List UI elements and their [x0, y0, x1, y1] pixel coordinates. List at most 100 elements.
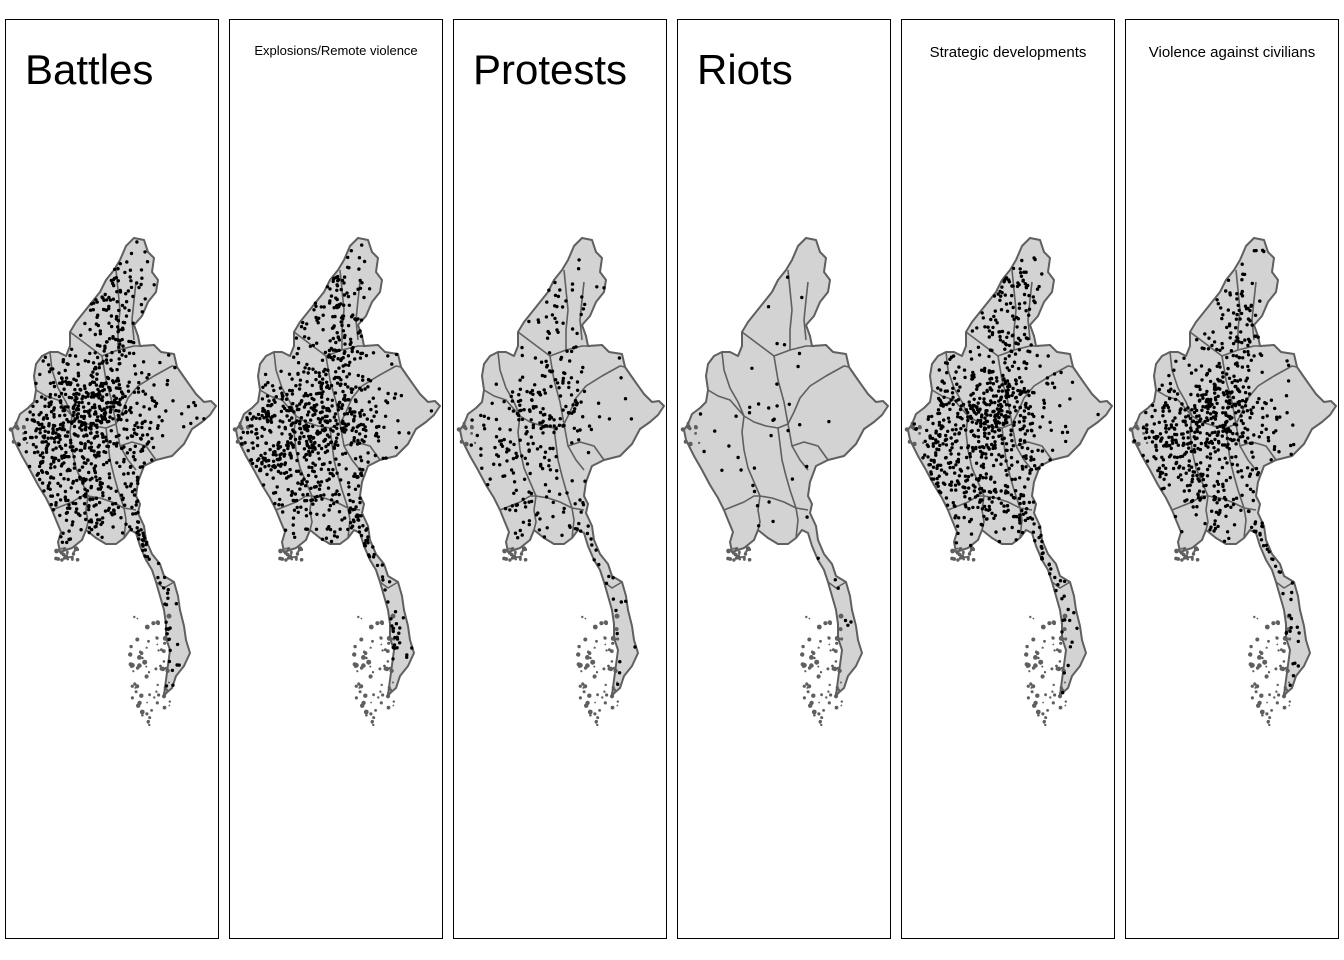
- event-point: [300, 431, 304, 435]
- event-point: [392, 396, 397, 400]
- island-speck: [1268, 693, 1271, 697]
- event-point: [279, 471, 283, 475]
- event-point: [514, 451, 518, 455]
- island-speck: [73, 549, 77, 552]
- island-speck: [147, 639, 150, 643]
- event-point: [1150, 414, 1154, 419]
- event-point: [342, 293, 347, 297]
- event-point: [940, 424, 944, 428]
- event-point: [1196, 424, 1200, 429]
- event-point: [151, 445, 156, 450]
- event-point: [1251, 490, 1255, 494]
- event-point: [1238, 317, 1242, 321]
- event-point: [385, 401, 390, 405]
- event-point: [358, 356, 363, 360]
- event-point: [346, 385, 350, 389]
- island-speck: [1037, 713, 1040, 717]
- event-point: [120, 531, 125, 535]
- island-speck: [596, 716, 600, 720]
- event-point: [127, 380, 131, 384]
- panel-title: Riots: [697, 46, 793, 93]
- event-point: [83, 359, 88, 363]
- event-point: [1042, 401, 1047, 405]
- event-point: [58, 414, 62, 418]
- event-point: [1040, 415, 1045, 419]
- event-point: [997, 415, 1001, 420]
- event-point: [352, 419, 356, 423]
- event-point: [313, 463, 317, 467]
- event-point: [321, 390, 325, 394]
- event-point: [261, 483, 266, 487]
- event-point: [525, 430, 529, 434]
- event-point: [1001, 421, 1005, 425]
- island-speck: [1183, 554, 1189, 560]
- island-speck: [817, 665, 820, 668]
- event-point: [1020, 508, 1024, 513]
- event-point: [1205, 389, 1209, 394]
- event-point: [1152, 422, 1156, 426]
- island-speck: [1050, 667, 1054, 671]
- event-point: [383, 414, 388, 418]
- island-speck: [1282, 705, 1287, 710]
- event-point: [543, 374, 547, 378]
- island-speck: [811, 693, 816, 698]
- event-point: [1028, 471, 1032, 475]
- event-point: [1246, 509, 1251, 513]
- event-point: [282, 448, 286, 453]
- island-speck: [357, 615, 360, 619]
- event-point: [347, 492, 351, 497]
- event-point: [139, 302, 144, 307]
- event-point: [370, 419, 374, 423]
- event-point: [1284, 631, 1288, 635]
- event-point: [950, 442, 955, 446]
- event-point: [1251, 405, 1255, 409]
- island-speck: [686, 421, 690, 425]
- event-point: [298, 378, 303, 382]
- event-point: [979, 421, 983, 426]
- event-point: [1014, 379, 1018, 383]
- event-point: [570, 411, 574, 415]
- event-point: [341, 329, 346, 333]
- event-point: [1290, 590, 1294, 595]
- event-point: [986, 508, 991, 512]
- region-border: [741, 415, 761, 497]
- event-point: [75, 413, 79, 417]
- event-point: [1010, 439, 1014, 443]
- island-speck: [1283, 641, 1287, 645]
- event-point: [1254, 248, 1258, 253]
- region-border: [1011, 365, 1074, 425]
- event-point: [941, 442, 945, 446]
- event-point: [332, 534, 337, 538]
- event-point: [137, 380, 141, 385]
- event-point: [539, 426, 543, 431]
- event-point: [1207, 336, 1211, 340]
- event-point: [167, 637, 171, 642]
- event-point: [139, 282, 143, 287]
- event-point: [518, 438, 522, 442]
- event-point: [1181, 436, 1186, 440]
- event-point: [1024, 511, 1028, 515]
- island-speck: [383, 664, 386, 668]
- island-speck: [805, 615, 808, 619]
- event-point: [939, 426, 943, 431]
- event-point: [748, 405, 752, 409]
- event-point: [325, 433, 330, 437]
- event-point: [1228, 401, 1232, 406]
- event-point: [1050, 381, 1055, 385]
- event-point: [1020, 380, 1024, 384]
- event-point: [51, 431, 55, 435]
- event-point: [80, 455, 85, 459]
- event-point: [1018, 513, 1022, 517]
- event-point: [531, 441, 535, 446]
- event-point: [288, 432, 292, 437]
- event-point: [558, 417, 562, 421]
- event-point: [326, 355, 331, 359]
- event-point: [551, 500, 555, 505]
- event-point: [1225, 436, 1230, 441]
- island-speck: [385, 694, 391, 699]
- event-point: [164, 684, 169, 688]
- region-border: [293, 331, 327, 357]
- event-point: [1208, 456, 1213, 460]
- region-border: [1019, 507, 1023, 539]
- event-point: [281, 394, 285, 398]
